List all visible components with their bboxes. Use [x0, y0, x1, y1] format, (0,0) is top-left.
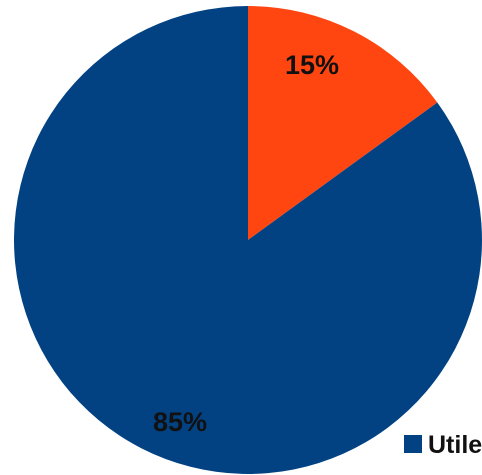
pie-slices	[14, 6, 482, 474]
legend-swatch	[404, 435, 422, 453]
legend-label: Utile	[428, 431, 482, 459]
slice-label-85: 85%	[153, 407, 207, 437]
pie-slice-85	[14, 6, 482, 474]
pie-slice-15	[248, 6, 438, 240]
legend: Utile	[404, 431, 482, 459]
slice-label-15: 15%	[285, 50, 339, 80]
slice-labels: 15% 85%	[153, 50, 339, 437]
